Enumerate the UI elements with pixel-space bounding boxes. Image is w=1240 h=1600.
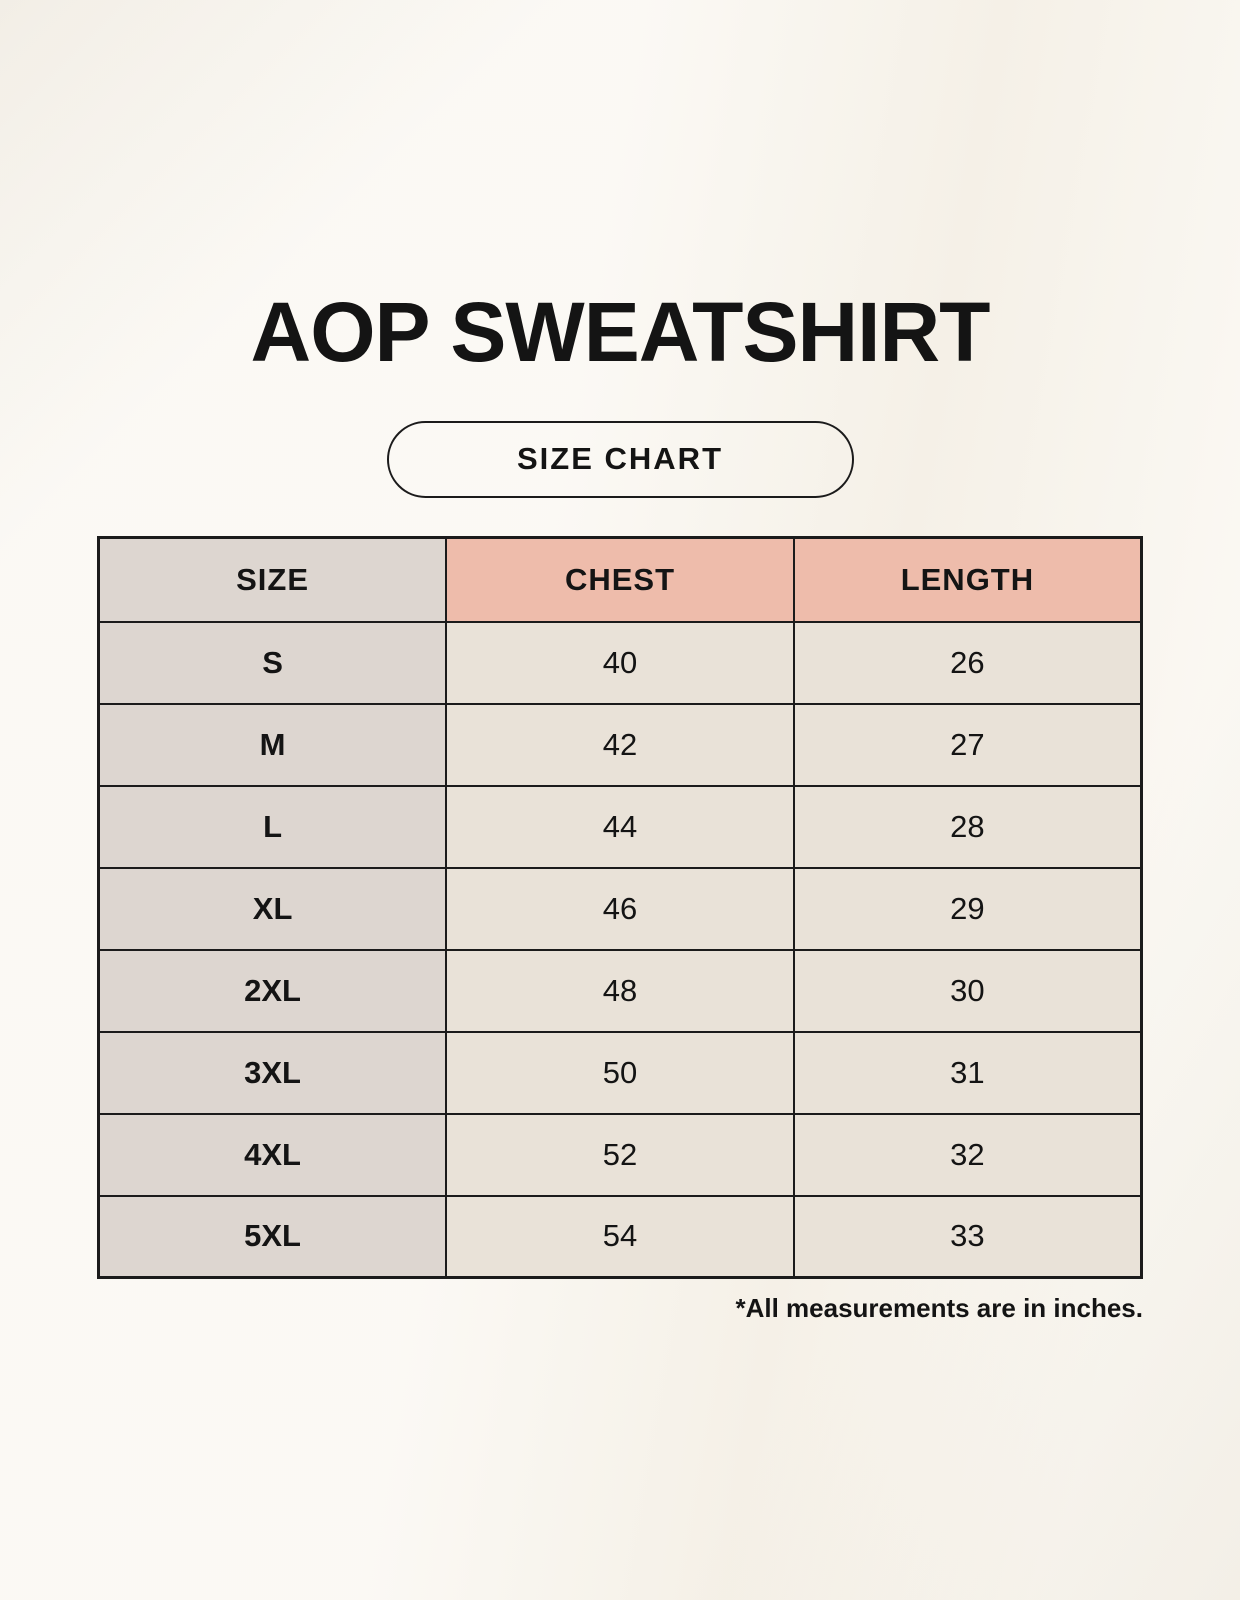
chest-cell: 40 [445, 620, 795, 705]
size-cell: 4XL [97, 1112, 448, 1197]
table-row: 2XL 48 30 [97, 948, 1143, 1033]
length-cell: 28 [792, 784, 1143, 869]
length-cell: 31 [792, 1030, 1143, 1115]
size-cell: L [97, 784, 448, 869]
size-table: SIZE CHEST LENGTH S 40 26 M 42 27 L 44 2… [97, 536, 1143, 1279]
badge-container: SIZE CHART [0, 421, 1240, 498]
size-cell: XL [97, 866, 448, 951]
size-cell: M [97, 702, 448, 787]
size-table-body: S 40 26 M 42 27 L 44 28 XL 46 29 2XL 48 … [97, 620, 1143, 1279]
table-row: XL 46 29 [97, 866, 1143, 951]
chest-cell: 52 [445, 1112, 795, 1197]
table-row: L 44 28 [97, 784, 1143, 869]
chest-cell: 46 [445, 866, 795, 951]
column-header-chest: CHEST [445, 536, 795, 623]
size-chart-badge: SIZE CHART [386, 421, 854, 498]
length-cell: 27 [792, 702, 1143, 787]
length-cell: 30 [792, 948, 1143, 1033]
length-cell: 33 [792, 1194, 1143, 1279]
table-row: M 42 27 [97, 702, 1143, 787]
table-row: 5XL 54 33 [97, 1194, 1143, 1279]
chest-cell: 54 [445, 1194, 795, 1279]
column-header-length: LENGTH [792, 536, 1143, 623]
size-cell: 3XL [97, 1030, 448, 1115]
header-row: SIZE CHEST LENGTH [97, 536, 1143, 623]
length-cell: 29 [792, 866, 1143, 951]
chest-cell: 48 [445, 948, 795, 1033]
table-row: 4XL 52 32 [97, 1112, 1143, 1197]
table-row: S 40 26 [97, 620, 1143, 705]
measurements-footnote: *All measurements are in inches. [735, 1293, 1143, 1323]
size-cell: S [97, 620, 448, 705]
column-header-size: SIZE [97, 536, 448, 623]
size-table-header: SIZE CHEST LENGTH [97, 536, 1143, 623]
size-cell: 5XL [97, 1194, 448, 1279]
size-cell: 2XL [97, 948, 448, 1033]
length-cell: 32 [792, 1112, 1143, 1197]
chest-cell: 42 [445, 702, 795, 787]
page-title: AOP SWEATSHIRT [250, 285, 991, 379]
length-cell: 26 [792, 620, 1143, 705]
chest-cell: 50 [445, 1030, 795, 1115]
table-row: 3XL 50 31 [97, 1030, 1143, 1115]
chest-cell: 44 [445, 784, 795, 869]
